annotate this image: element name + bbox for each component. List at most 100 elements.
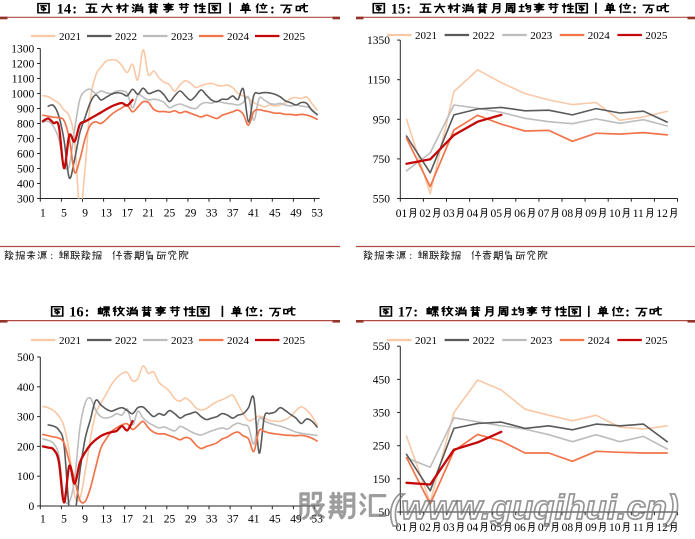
svg-text:14: 14 xyxy=(57,1,72,17)
svg-text:12: 12 xyxy=(656,208,668,220)
svg-text:37: 37 xyxy=(227,514,239,526)
svg-text:10: 10 xyxy=(609,522,621,534)
svg-text:41: 41 xyxy=(248,208,260,220)
svg-text:10: 10 xyxy=(609,208,621,220)
svg-text:08: 08 xyxy=(562,208,574,220)
svg-text:02: 02 xyxy=(419,208,431,220)
svg-text:1300: 1300 xyxy=(11,44,34,56)
svg-text:04: 04 xyxy=(467,208,479,220)
svg-text:2023: 2023 xyxy=(530,335,553,347)
svg-text:9: 9 xyxy=(82,208,88,220)
svg-text:02: 02 xyxy=(419,522,431,534)
svg-text:17: 17 xyxy=(122,208,134,220)
svg-text:2025: 2025 xyxy=(283,31,306,43)
svg-text:04: 04 xyxy=(467,522,479,534)
svg-text:100: 100 xyxy=(17,471,35,483)
svg-text:5: 5 xyxy=(61,514,67,526)
svg-text:17: 17 xyxy=(398,305,413,321)
svg-text:03: 03 xyxy=(443,208,455,220)
svg-text:16: 16 xyxy=(69,305,84,321)
svg-text:400: 400 xyxy=(17,179,35,191)
svg-text::: : xyxy=(625,305,630,321)
svg-text:1200: 1200 xyxy=(11,59,34,71)
svg-text:33: 33 xyxy=(206,514,218,526)
svg-text:2022: 2022 xyxy=(473,335,495,347)
svg-text:2023: 2023 xyxy=(171,335,194,347)
svg-text:1350: 1350 xyxy=(367,35,390,47)
svg-text:53: 53 xyxy=(311,208,323,220)
svg-text:2021: 2021 xyxy=(59,31,81,43)
svg-text:09: 09 xyxy=(585,522,597,534)
svg-text:45: 45 xyxy=(269,208,281,220)
svg-text:07: 07 xyxy=(538,208,550,220)
svg-text:450: 450 xyxy=(373,374,391,386)
svg-text:2025: 2025 xyxy=(645,335,668,347)
svg-text:200: 200 xyxy=(17,441,35,453)
svg-text::: : xyxy=(409,251,412,262)
svg-text:41: 41 xyxy=(248,514,260,526)
svg-text:150: 150 xyxy=(373,474,391,486)
svg-text:550: 550 xyxy=(373,341,391,353)
svg-text:08: 08 xyxy=(562,522,574,534)
svg-text:11: 11 xyxy=(633,208,644,220)
svg-text:2024: 2024 xyxy=(227,335,250,347)
svg-text:2021: 2021 xyxy=(59,335,81,347)
svg-text:25: 25 xyxy=(164,514,176,526)
svg-text:900: 900 xyxy=(17,104,35,116)
svg-text:500: 500 xyxy=(17,164,35,176)
svg-text:13: 13 xyxy=(100,514,112,526)
svg-text:25: 25 xyxy=(164,208,176,220)
svg-text:2021: 2021 xyxy=(415,335,437,347)
svg-text:2022: 2022 xyxy=(473,30,495,42)
svg-text:400: 400 xyxy=(17,382,35,394)
svg-text:21: 21 xyxy=(143,208,155,220)
svg-text:950: 950 xyxy=(373,114,391,126)
svg-text:05: 05 xyxy=(491,208,503,220)
svg-text:250: 250 xyxy=(373,441,391,453)
svg-text:1000: 1000 xyxy=(11,89,34,101)
svg-text::: : xyxy=(259,305,264,321)
svg-text:2024: 2024 xyxy=(588,30,611,42)
svg-text:1: 1 xyxy=(40,208,46,220)
svg-text:300: 300 xyxy=(17,194,35,206)
svg-text::: : xyxy=(270,1,275,17)
svg-text:500: 500 xyxy=(17,352,35,364)
svg-text:2025: 2025 xyxy=(283,335,306,347)
svg-text:11: 11 xyxy=(633,522,644,534)
svg-text:53: 53 xyxy=(311,514,323,526)
svg-text:2024: 2024 xyxy=(227,31,250,43)
svg-text:01: 01 xyxy=(396,522,408,534)
svg-text:700: 700 xyxy=(17,134,35,146)
svg-text:2024: 2024 xyxy=(588,335,611,347)
svg-text:17: 17 xyxy=(122,514,134,526)
svg-text:33: 33 xyxy=(206,208,218,220)
svg-text:800: 800 xyxy=(17,119,35,131)
svg-text::: : xyxy=(50,251,53,262)
svg-text:2025: 2025 xyxy=(645,30,668,42)
svg-text::: : xyxy=(72,1,77,17)
svg-text::: : xyxy=(632,1,637,17)
svg-text::: : xyxy=(85,305,90,321)
svg-text:600: 600 xyxy=(17,149,35,161)
svg-text::: : xyxy=(406,1,411,17)
svg-text:05: 05 xyxy=(491,522,503,534)
svg-text:06: 06 xyxy=(514,208,526,220)
svg-text:550: 550 xyxy=(373,194,391,206)
svg-text:21: 21 xyxy=(143,514,155,526)
svg-text:1: 1 xyxy=(40,514,46,526)
svg-text:300: 300 xyxy=(17,412,35,424)
svg-text:2023: 2023 xyxy=(171,31,194,43)
svg-text:2023: 2023 xyxy=(530,30,553,42)
svg-text:49: 49 xyxy=(290,514,302,526)
svg-text:09: 09 xyxy=(585,208,597,220)
svg-text:15: 15 xyxy=(391,1,406,17)
svg-text:350: 350 xyxy=(373,408,391,420)
svg-text:1150: 1150 xyxy=(367,75,390,87)
svg-text:49: 49 xyxy=(290,208,302,220)
svg-text:01: 01 xyxy=(396,208,408,220)
svg-text:9: 9 xyxy=(82,514,88,526)
svg-text:750: 750 xyxy=(373,154,391,166)
svg-text:07: 07 xyxy=(538,522,550,534)
svg-text:50: 50 xyxy=(379,507,391,519)
svg-text::: : xyxy=(413,305,418,321)
